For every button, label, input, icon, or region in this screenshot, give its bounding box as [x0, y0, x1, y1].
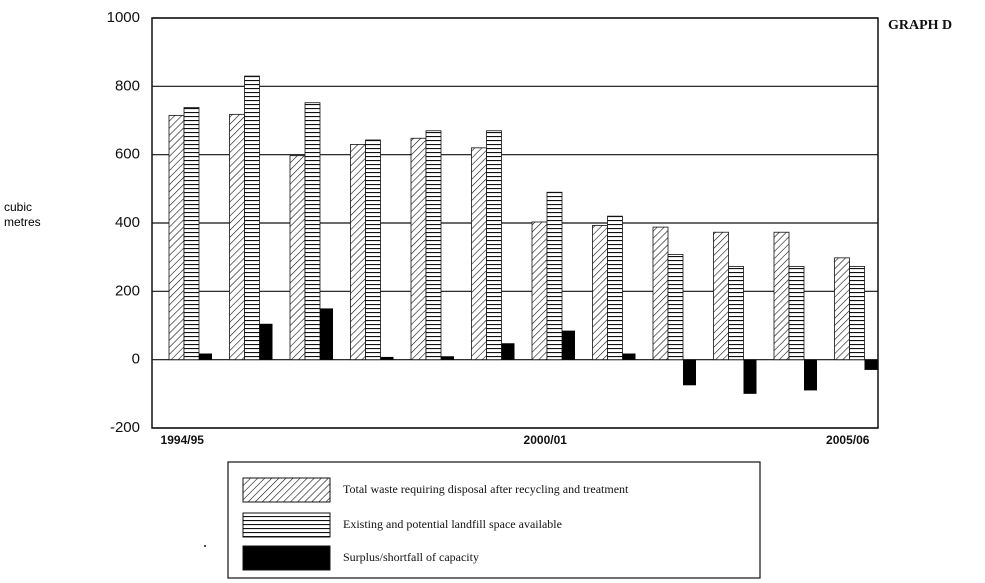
speck [204, 545, 206, 547]
bar [304, 102, 321, 361]
bar [229, 113, 245, 361]
legend-swatch [242, 545, 331, 571]
bar [486, 130, 502, 361]
bar [441, 356, 454, 360]
y-tick-label: -200 [110, 419, 140, 436]
y-axis-label: cubic metres [4, 200, 41, 229]
bar [259, 323, 273, 360]
y-tick-label: 1000 [107, 9, 140, 26]
bar [607, 215, 623, 361]
y-tick-label: 800 [115, 77, 140, 94]
bar [683, 359, 696, 386]
chart-title: GRAPH D [888, 18, 952, 33]
bar [320, 308, 333, 360]
bar [183, 107, 200, 361]
bar [350, 144, 366, 361]
bar [713, 231, 729, 361]
bar [244, 75, 260, 361]
bar [531, 221, 548, 361]
bar [562, 330, 575, 360]
bar [410, 137, 427, 361]
bar [788, 265, 805, 361]
bar [773, 231, 790, 361]
bar [728, 265, 744, 361]
x-tick-label: 1994/95 [161, 433, 205, 447]
bar [380, 356, 394, 360]
bar [804, 359, 817, 391]
legend-label: Surplus/shortfall of capacity [343, 550, 479, 564]
bar [667, 254, 684, 361]
bar [289, 155, 306, 361]
y-tick-label: 600 [115, 146, 140, 163]
y-tick-label: 0 [132, 351, 140, 368]
x-tick-label: 2000/01 [524, 433, 568, 447]
legend-frame [227, 461, 761, 579]
y-axis-label-box: cubic metres [4, 200, 41, 229]
bar [743, 359, 757, 394]
bar [471, 147, 487, 361]
bar [622, 353, 636, 360]
bar [425, 130, 442, 361]
bar [849, 265, 865, 361]
y-tick-label: 400 [115, 214, 140, 231]
bar [834, 257, 850, 361]
bar [199, 353, 212, 360]
bar [864, 359, 878, 370]
legend-label: Total waste requiring disposal after rec… [343, 482, 629, 496]
bar [365, 139, 381, 361]
y-tick-label: 200 [115, 282, 140, 299]
bar [592, 224, 608, 361]
legend-swatch [242, 477, 331, 503]
bar [501, 343, 515, 360]
legend-swatch [242, 512, 331, 538]
bar [546, 191, 563, 361]
x-tick-label: 2005/06 [826, 433, 870, 447]
bar [168, 114, 185, 361]
bar [652, 226, 669, 361]
legend-label: Existing and potential landfill space av… [343, 517, 562, 531]
